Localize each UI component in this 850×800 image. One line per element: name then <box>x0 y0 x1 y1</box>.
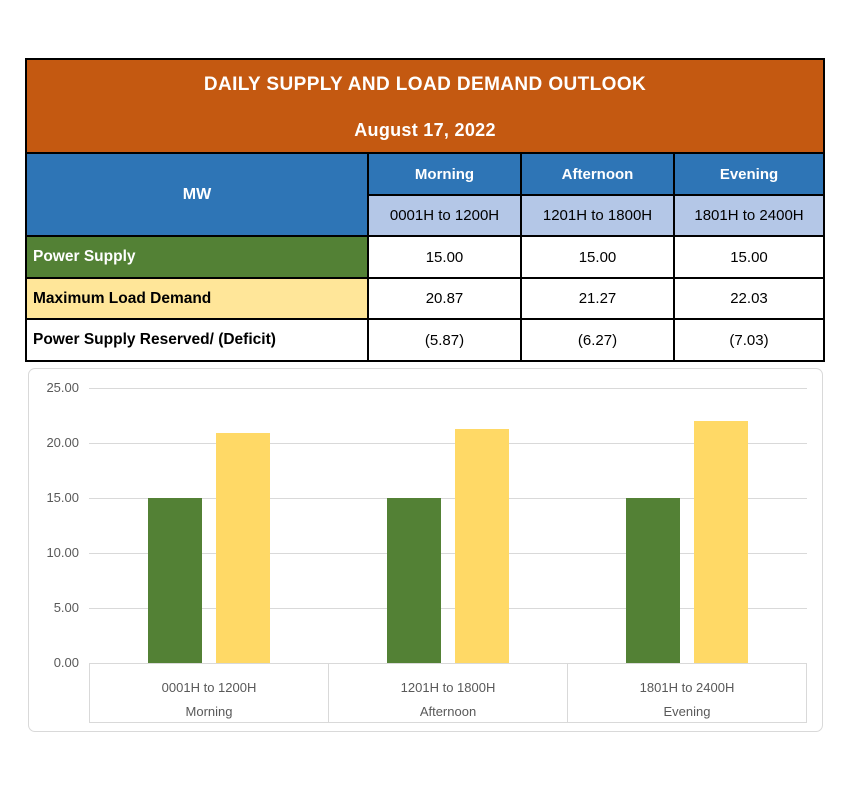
row-label-reserve-deficit: Power Supply Reserved/ (Deficit) <box>25 318 369 362</box>
table-date: August 17, 2022 <box>354 120 496 140</box>
row-label-power-supply: Power Supply <box>25 235 369 279</box>
table-row-reserve-deficit: Power Supply Reserved/ (Deficit) (5.87) … <box>25 318 825 362</box>
bar-power-supply <box>387 498 441 663</box>
period-range-morning: 0001H to 1200H <box>367 194 522 237</box>
y-tick-label: 10.00 <box>46 545 79 560</box>
y-tick-label: 5.00 <box>53 600 79 615</box>
row-label-max-load-demand: Maximum Load Demand <box>25 277 369 320</box>
period-header-afternoon: Afternoon <box>520 152 675 196</box>
y-tick-label: 20.00 <box>46 435 79 450</box>
period-range-afternoon: 1201H to 1800H <box>520 194 675 237</box>
period-range-evening: 1801H to 2400H <box>673 194 825 237</box>
gridline <box>89 498 807 499</box>
bar-maximum-load-demand <box>455 429 509 663</box>
y-tick-label: 25.00 <box>46 380 79 395</box>
value-cell: 15.00 <box>367 235 522 279</box>
category-range-label: 1201H to 1800H <box>400 679 496 695</box>
table-header-banner: DAILY SUPPLY AND LOAD DEMAND OUTLOOK Aug… <box>25 58 825 154</box>
value-cell: (6.27) <box>520 318 675 362</box>
bar-power-supply <box>147 498 202 663</box>
value-cell: 15.00 <box>520 235 675 279</box>
supply-demand-table: DAILY SUPPLY AND LOAD DEMAND OUTLOOK Aug… <box>25 58 825 362</box>
category-period-label: Morning <box>185 703 233 719</box>
x-axis-label-area: 0001H to 1200H Morning 1201H to 1800H After… <box>89 663 807 723</box>
value-cell: (5.87) <box>367 318 522 362</box>
category-period-label: Evening <box>663 703 711 719</box>
period-header-morning: Morning <box>367 152 522 196</box>
gridline <box>89 388 807 389</box>
y-tick-label: 0.00 <box>53 655 79 670</box>
category-range-label: 0001H to 1200H <box>161 679 257 695</box>
table-title: DAILY SUPPLY AND LOAD DEMAND OUTLOOK <box>203 74 647 95</box>
category-cell: 1801H to 2400H Evening <box>567 664 806 722</box>
bar-power-supply <box>626 498 681 663</box>
category-period-label: Afternoon <box>419 703 477 719</box>
table-row-power-supply: Power Supply 15.00 15.00 15.00 <box>25 235 825 279</box>
value-cell: 20.87 <box>367 277 522 320</box>
supply-demand-bar-chart: 0.00 5.00 10.00 15.00 20.00 25.00 0001H to 120… <box>28 368 823 732</box>
y-tick-label: 15.00 <box>46 490 79 505</box>
period-header-evening: Evening <box>673 152 825 196</box>
value-cell: 21.27 <box>520 277 675 320</box>
bar-maximum-load-demand <box>694 420 749 663</box>
bar-maximum-load-demand <box>215 433 270 663</box>
value-cell: 22.03 <box>673 277 825 320</box>
category-range-label: 1801H to 2400H <box>639 679 735 695</box>
value-cell: 15.00 <box>673 235 825 279</box>
category-cell: 0001H to 1200H Morning <box>90 664 328 722</box>
gridline <box>89 443 807 444</box>
gridline <box>89 553 807 554</box>
category-cell: 1201H to 1800H Afternoon <box>328 664 567 722</box>
gridline <box>89 608 807 609</box>
unit-header-cell: MW <box>25 152 369 237</box>
value-cell: (7.03) <box>673 318 825 362</box>
table-row-max-load-demand: Maximum Load Demand 20.87 21.27 22.03 <box>25 277 825 320</box>
